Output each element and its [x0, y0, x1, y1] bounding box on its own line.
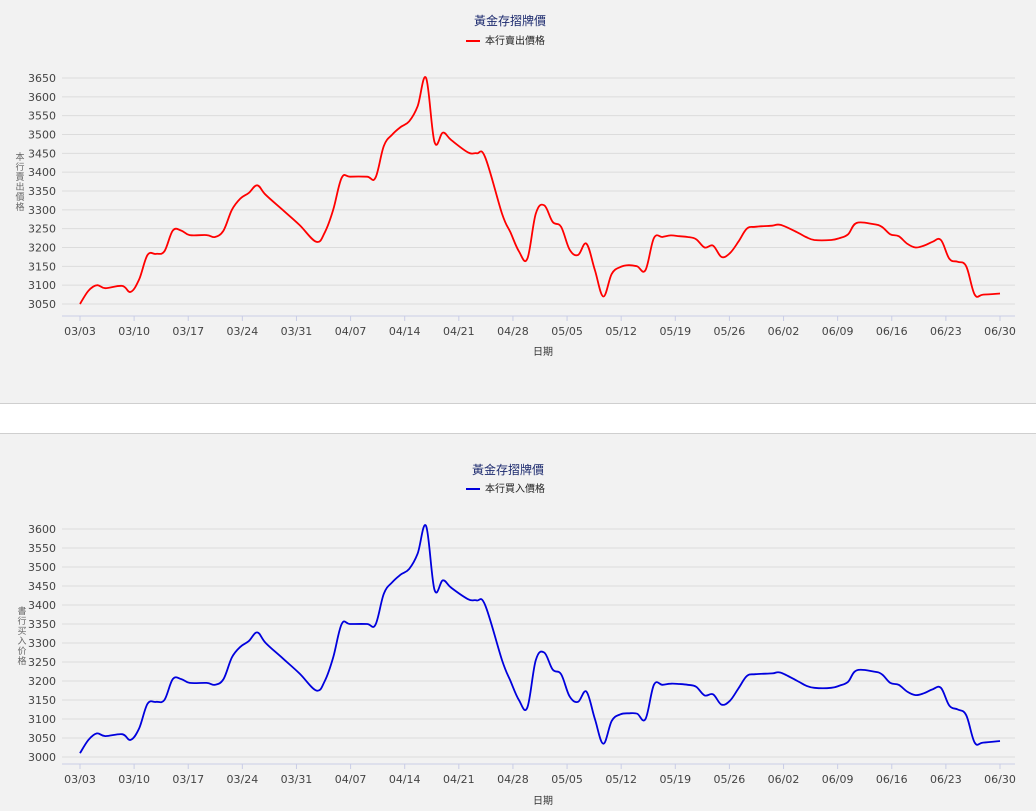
x-tick-label: 03/24	[227, 325, 259, 338]
legend-label-buy[interactable]: 本行買入價格	[485, 482, 545, 495]
y-tick-label: 3100	[28, 713, 56, 726]
y-tick-label: 3100	[28, 279, 56, 292]
chart-panel-sell: 黃金存摺牌價 本行賣出價格 本行賣出價格 日期 3050 3100 3150 3200…	[0, 0, 1036, 403]
y-tick-label: 3600	[28, 91, 56, 104]
x-tick-label: 05/05	[551, 773, 583, 786]
x-tick-label: 03/10	[118, 325, 150, 338]
y-tick-label: 3150	[28, 260, 56, 273]
x-tick-label: 06/30	[984, 773, 1016, 786]
y-axis-title-char: 賣	[15, 171, 24, 183]
sell-price-line	[79, 76, 1001, 305]
x-tick-label: 04/28	[497, 325, 529, 338]
x-tick-label: 06/09	[822, 773, 854, 786]
x-tick-label: 05/26	[714, 325, 746, 338]
y-tick-label: 3650	[28, 72, 56, 85]
x-tick-label: 04/21	[443, 773, 475, 786]
y-tick-label: 3200	[28, 242, 56, 255]
y-axis-title-char: 本	[15, 151, 24, 163]
x-tick-label: 03/10	[118, 773, 150, 786]
y-tick-label: 3300	[28, 637, 56, 650]
x-tick-label: 06/23	[930, 325, 962, 338]
y-axis-title-char: 行	[15, 161, 24, 173]
y-tick-label: 3250	[28, 656, 56, 669]
y-tick-label: 3500	[28, 561, 56, 574]
y-axis-title-char: 出	[15, 181, 24, 193]
x-tick-label: 06/02	[768, 325, 800, 338]
x-tick-label: 04/28	[497, 773, 529, 786]
y-axis-title-char: 买	[17, 626, 26, 637]
y-tick-label: 3350	[28, 185, 56, 198]
y-axis-title-char: 書	[17, 605, 26, 617]
x-tick-label: 06/30	[984, 325, 1016, 338]
x-tick-label: 06/02	[768, 773, 800, 786]
x-tick-label: 03/17	[172, 773, 204, 786]
sell-price-chart: 黃金存摺牌價 本行賣出價格 本行賣出價格 日期 3050 3100 3150 3200…	[15, 13, 1016, 358]
y-tick-label: 3050	[28, 298, 56, 311]
x-axis-title: 日期	[533, 346, 553, 358]
x-tick-label: 04/14	[389, 773, 421, 786]
y-tick-label: 3300	[28, 204, 56, 217]
y-tick-label: 3000	[28, 751, 56, 764]
x-tick-label: 03/31	[281, 773, 313, 786]
y-tick-label: 3050	[28, 732, 56, 745]
chart-title: 黃金存摺牌價	[472, 462, 544, 477]
x-tick-label: 05/19	[659, 773, 691, 786]
x-tick-label: 06/09	[822, 325, 854, 338]
x-tick-label: 04/07	[335, 325, 367, 338]
y-tick-label: 3200	[28, 675, 56, 688]
x-tick-label: 06/16	[876, 325, 908, 338]
panel-divider-top	[0, 403, 1036, 404]
y-tick-label: 3400	[28, 599, 56, 612]
x-tick-label: 04/14	[389, 325, 421, 338]
y-axis-title-char: 行	[17, 615, 26, 627]
x-tick-label: 06/16	[876, 773, 908, 786]
x-tick-label: 03/31	[281, 325, 313, 338]
x-tick-label: 04/21	[443, 325, 475, 338]
y-axis-title-char: 格	[17, 655, 26, 667]
chart-panel-buy: 黃金存摺牌價 本行買入價格 書行买入价格 日期 3000 3050 3100 3150…	[0, 434, 1036, 811]
x-tick-label: 05/05	[551, 325, 583, 338]
x-tick-label: 03/17	[172, 325, 204, 338]
panel-divider-bottom	[0, 433, 1036, 434]
x-tick-label: 06/23	[930, 773, 962, 786]
y-tick-label: 3250	[28, 223, 56, 236]
y-axis-title: 本行賣出價格	[15, 151, 24, 213]
x-tick-label: 03/24	[227, 773, 259, 786]
x-tick-label: 05/12	[605, 773, 637, 786]
buy-price-line	[79, 524, 1001, 754]
x-tick-label: 03/03	[64, 325, 96, 338]
y-tick-label: 3500	[28, 129, 56, 142]
y-tick-label: 3400	[28, 166, 56, 179]
x-axis-title: 日期	[533, 795, 553, 807]
y-axis-title-char: 格	[15, 201, 24, 213]
x-tick-label: 05/12	[605, 325, 637, 338]
x-tick-label: 03/03	[64, 773, 96, 786]
y-tick-label: 3150	[28, 694, 56, 707]
y-axis-title-char: 入	[17, 636, 26, 647]
y-tick-label: 3450	[28, 580, 56, 593]
chart-title: 黃金存摺牌價	[474, 13, 546, 28]
y-tick-label: 3550	[28, 110, 56, 123]
x-tick-label: 05/26	[714, 773, 746, 786]
x-tick-label: 04/07	[335, 773, 367, 786]
x-tick-label: 05/19	[659, 325, 691, 338]
y-tick-label: 3450	[28, 147, 56, 160]
y-tick-label: 3550	[28, 542, 56, 555]
legend-label-sell[interactable]: 本行賣出價格	[485, 34, 545, 47]
y-axis-title-char: 价	[17, 646, 26, 657]
y-tick-label: 3350	[28, 618, 56, 631]
y-tick-label: 3600	[28, 523, 56, 536]
y-axis-title-char: 價	[15, 192, 24, 203]
